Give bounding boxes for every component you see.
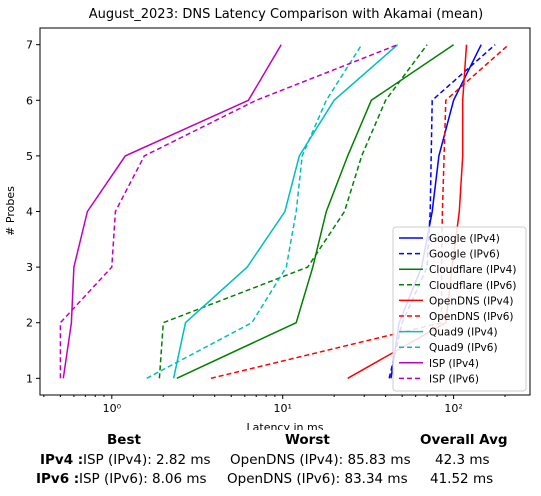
series-line-opendns-ipv6 <box>210 44 510 380</box>
summary-row-ipv6-best: ISP (IPv6): 8.06 ms <box>79 471 207 487</box>
series-line-cloudflare-ipv4 <box>176 44 455 379</box>
legend-label-isp-ipv6: ISP (IPv6) <box>429 373 479 385</box>
legend-label-isp-ipv4: ISP (IPv4) <box>429 358 479 370</box>
summary-row-ipv6-label: IPv6 : <box>36 471 80 487</box>
summary-header-worst: Worst <box>285 432 330 448</box>
x-axis: 10⁰ 10¹ 10² <box>43 395 506 415</box>
x-axis-label: Latency in ms <box>247 421 324 430</box>
legend-label-quad9-ipv6: Quad9 (IPv6) <box>429 342 498 354</box>
y-tick-label: 5 <box>26 150 33 163</box>
summary-header-best: Best <box>107 432 141 448</box>
y-tick-label: 4 <box>26 206 33 219</box>
x-tick-label: 10² <box>444 402 462 415</box>
x-tick-label: 10¹ <box>273 402 291 415</box>
summary-header-avg: Overall Avg <box>420 432 508 448</box>
legend-label-cloudflare-ipv6: Cloudflare (IPv6) <box>429 280 516 292</box>
summary-row-ipv4-label: IPv4 : <box>40 452 84 468</box>
y-tick-label: 6 <box>26 94 33 107</box>
legend-label-cloudflare-ipv4: Cloudflare (IPv4) <box>429 264 516 276</box>
summary-row-ipv6-avg: 41.52 ms <box>430 471 494 487</box>
summary-table: Best Worst Overall Avg IPv4 : ISP (IPv4)… <box>0 428 541 494</box>
series-line-isp-ipv4 <box>62 44 282 379</box>
legend: Google (IPv4) Google (IPv6) Cloudflare (IP… <box>392 226 527 392</box>
chart-title: August_2023: DNS Latency Comparison with… <box>89 7 483 22</box>
x-tick-label: 10⁰ <box>103 402 122 415</box>
legend-label-opendns-ipv4: OpenDNS (IPv4) <box>429 295 514 307</box>
summary-row-ipv4-best: ISP (IPv4): 2.82 ms <box>83 452 211 468</box>
legend-label-quad9-ipv4: Quad9 (IPv4) <box>429 327 498 339</box>
series-line-cloudflare-ipv6 <box>158 44 428 379</box>
y-axis: 1 2 3 4 5 6 7 <box>26 39 40 385</box>
y-tick-label: 3 <box>26 261 33 274</box>
latency-chart: August_2023: DNS Latency Comparison with… <box>4 7 531 430</box>
y-tick-label: 1 <box>26 372 33 385</box>
legend-label-google-ipv4: Google (IPv4) <box>429 233 500 245</box>
legend-label-opendns-ipv6: OpenDNS (IPv6) <box>429 311 514 323</box>
series-line-quad9-ipv4 <box>172 44 399 379</box>
y-tick-label: 7 <box>26 39 33 52</box>
y-tick-label: 2 <box>26 317 33 330</box>
summary-row-ipv4-worst: OpenDNS (IPv4): 85.83 ms <box>230 452 411 468</box>
series-line-quad9-ipv6 <box>146 44 363 379</box>
series-line-isp-ipv6 <box>59 44 398 379</box>
summary-row-ipv6-worst: OpenDNS (IPv6): 83.34 ms <box>227 471 408 487</box>
legend-label-google-ipv6: Google (IPv6) <box>429 249 500 261</box>
y-axis-label: # Probes <box>4 186 17 236</box>
summary-row-ipv4-avg: 42.3 ms <box>435 452 490 468</box>
legend-box <box>392 226 527 392</box>
